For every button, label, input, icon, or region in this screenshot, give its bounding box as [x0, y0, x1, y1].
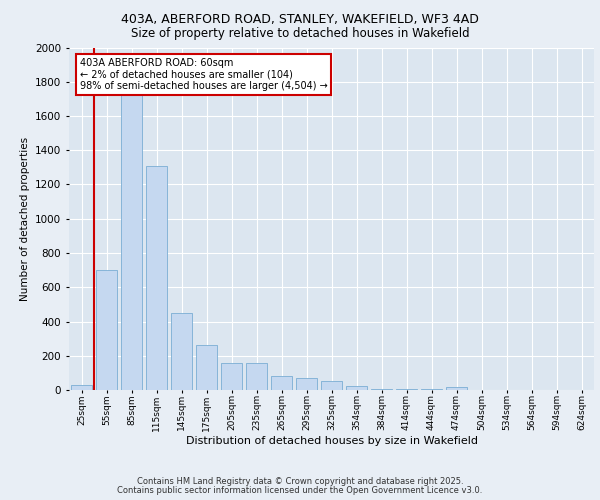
Bar: [321, 380, 342, 390]
Bar: [171, 313, 192, 390]
Bar: [71, 385, 92, 390]
Bar: [221, 364, 242, 390]
Text: Contains public sector information licensed under the Open Government Licence v3: Contains public sector information licen…: [118, 486, 482, 495]
Y-axis label: Number of detached properties: Number of detached properties: [20, 136, 29, 301]
Text: Size of property relative to detached houses in Wakefield: Size of property relative to detached ho…: [131, 28, 469, 40]
Bar: [121, 96, 142, 390]
Bar: [446, 387, 467, 390]
Bar: [296, 378, 317, 390]
Text: 403A, ABERFORD ROAD, STANLEY, WAKEFIELD, WF3 4AD: 403A, ABERFORD ROAD, STANLEY, WAKEFIELD,…: [121, 12, 479, 26]
Bar: [346, 386, 367, 390]
Bar: [146, 166, 167, 390]
X-axis label: Distribution of detached houses by size in Wakefield: Distribution of detached houses by size …: [185, 436, 478, 446]
Bar: [96, 270, 117, 390]
Bar: [371, 389, 392, 390]
Bar: [246, 364, 267, 390]
Text: Contains HM Land Registry data © Crown copyright and database right 2025.: Contains HM Land Registry data © Crown c…: [137, 477, 463, 486]
Bar: [196, 344, 217, 390]
Text: 403A ABERFORD ROAD: 60sqm
← 2% of detached houses are smaller (104)
98% of semi-: 403A ABERFORD ROAD: 60sqm ← 2% of detach…: [79, 58, 327, 91]
Bar: [396, 389, 417, 390]
Bar: [271, 376, 292, 390]
